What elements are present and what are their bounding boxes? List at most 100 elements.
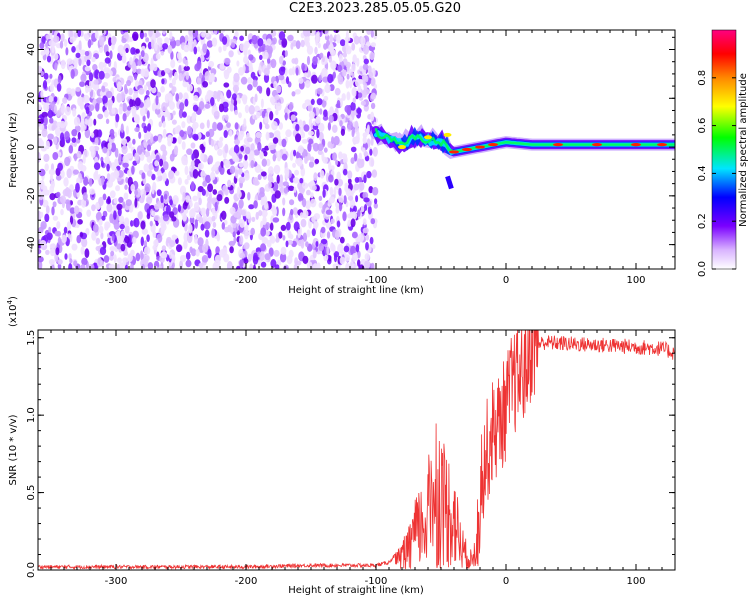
noise-cell	[113, 170, 120, 179]
noise-cell	[118, 262, 124, 269]
noise-cell	[354, 120, 359, 130]
noise-cell	[227, 179, 232, 188]
noise-cell	[103, 67, 110, 73]
noise-cell	[214, 144, 218, 151]
noise-cell	[263, 67, 270, 76]
noise-cell	[194, 63, 201, 72]
noise-cell	[243, 258, 249, 264]
noise-cell	[216, 233, 221, 242]
noise-cell	[94, 137, 99, 146]
noise-cell	[93, 118, 97, 126]
noise-cell	[69, 258, 73, 264]
noise-cell	[40, 179, 45, 190]
noise-cell	[155, 53, 161, 60]
noise-cell	[371, 169, 378, 178]
noise-cell	[66, 201, 71, 211]
noise-cell	[312, 249, 317, 259]
noise-cell	[98, 70, 105, 80]
noise-cell	[269, 111, 274, 121]
noise-cell	[89, 145, 95, 152]
noise-cell	[184, 165, 189, 176]
noise-cell	[86, 59, 91, 67]
noise-cell	[85, 106, 90, 115]
noise-cell	[219, 136, 224, 142]
noise-cell	[177, 204, 181, 213]
noise-cell	[59, 120, 66, 129]
noise-cell	[363, 58, 369, 65]
noise-cell	[143, 102, 147, 108]
noise-cell	[189, 216, 195, 225]
noise-cell	[83, 176, 89, 186]
noise-cell	[224, 114, 229, 121]
noise-cell	[115, 185, 121, 192]
noise-cell	[68, 145, 74, 154]
noise-cell	[98, 219, 103, 226]
noise-cell	[56, 83, 62, 92]
noise-cell	[300, 218, 307, 228]
noise-cell	[272, 153, 277, 162]
noise-cell	[245, 211, 251, 219]
noise-cell	[125, 176, 129, 184]
noise-cell	[55, 247, 60, 256]
noise-cell	[113, 131, 118, 138]
noise-cell	[310, 192, 314, 199]
noise-cell	[44, 213, 50, 223]
noise-cell	[61, 136, 65, 146]
noise-cell	[158, 121, 162, 128]
noise-cell	[285, 221, 291, 231]
noise-cell	[104, 57, 111, 64]
noise-cell	[169, 251, 173, 259]
noise-cell	[151, 173, 156, 181]
noise-cell	[330, 242, 335, 252]
noise-cell	[71, 243, 78, 251]
noise-cell	[291, 91, 296, 97]
noise-cell	[212, 189, 218, 195]
noise-cell	[310, 98, 315, 105]
noise-cell	[317, 143, 324, 151]
noise-cell	[297, 228, 301, 239]
noise-cell	[259, 187, 265, 195]
noise-cell	[134, 152, 140, 161]
noise-cell	[51, 206, 55, 216]
noise-cell	[313, 172, 318, 182]
noise-cell	[98, 225, 104, 234]
noise-cell	[292, 207, 298, 216]
noise-cell	[235, 169, 239, 179]
noise-cell	[41, 128, 48, 138]
signal-peak	[449, 150, 459, 154]
noise-cell	[63, 226, 68, 234]
noise-cell	[198, 216, 203, 224]
noise-cell	[48, 95, 54, 103]
noise-cell	[151, 185, 155, 195]
noise-cell	[87, 39, 92, 49]
noise-cell	[159, 158, 164, 167]
noise-cell	[342, 155, 348, 165]
noise-cell	[322, 56, 325, 63]
noise-cell	[79, 49, 87, 56]
noise-cell	[250, 143, 255, 152]
noise-cell	[258, 210, 263, 217]
noise-cell	[125, 47, 129, 54]
noise-cell	[281, 38, 288, 48]
noise-cell	[132, 138, 136, 145]
noise-cell	[64, 156, 71, 167]
noise-cell	[270, 259, 277, 268]
noise-cell	[122, 257, 127, 267]
noise-cell	[205, 207, 210, 217]
noise-cell	[184, 35, 189, 43]
noise-cell	[307, 142, 312, 152]
noise-cell	[194, 218, 198, 229]
noise-cell	[175, 93, 179, 102]
x-tick-label: 0	[503, 275, 509, 286]
noise-cell	[245, 224, 249, 233]
noise-cell	[257, 38, 264, 47]
noise-cell	[370, 218, 376, 225]
noise-cell	[116, 203, 123, 210]
noise-cell	[84, 128, 91, 139]
noise-cell	[56, 221, 61, 230]
noise-cell	[38, 260, 43, 269]
noise-cell	[76, 150, 82, 159]
noise-cell	[127, 176, 133, 187]
noise-cell	[295, 40, 301, 50]
noise-cell	[368, 157, 375, 167]
